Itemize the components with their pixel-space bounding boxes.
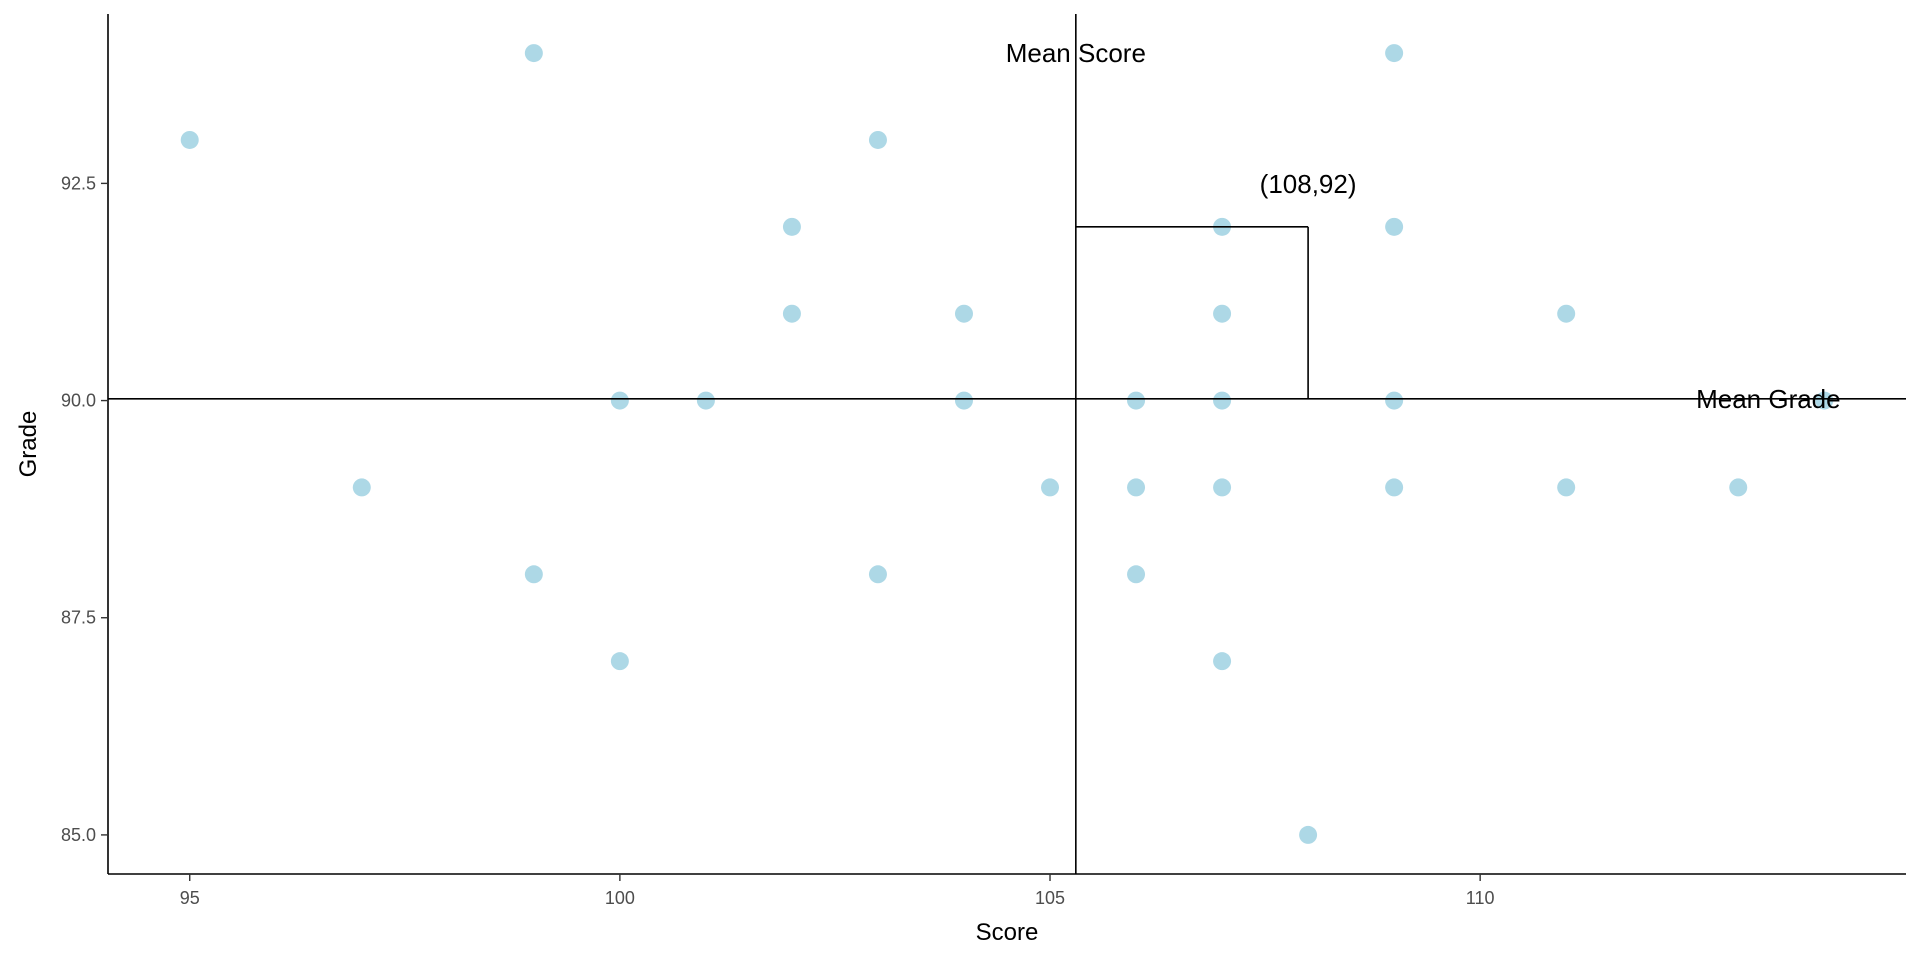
y-tick-label-3: 92.5 [61,173,96,193]
data-point-12 [954,391,973,410]
x-tick-label-2: 105 [1035,888,1065,908]
marks-layer [180,44,1834,844]
data-point-22 [1299,825,1318,844]
data-point-28 [1557,478,1576,497]
y-tick-label-0: 85.0 [61,825,96,845]
reference-lines [108,14,1906,874]
x-tick-label-1: 100 [605,888,635,908]
data-point-24 [1385,217,1404,236]
axes: 95 100 105 110 85.0 87.5 90.0 92.5 [61,14,1906,908]
data-point-13 [1041,478,1060,497]
data-point-2 [524,44,543,63]
data-point-18 [1213,304,1232,323]
data-point-7 [782,217,801,236]
data-point-21 [1213,652,1232,671]
data-point-11 [954,304,973,323]
data-point-9 [868,130,887,149]
data-point-23 [1385,44,1404,63]
data-point-30 [1815,391,1834,410]
x-tick-label-0: 95 [180,888,200,908]
data-point-10 [868,565,887,584]
mean-grade-label: Mean Grade [1696,384,1841,414]
data-point-19 [1213,391,1232,410]
data-point-4 [610,391,629,410]
y-tick-label-2: 90.0 [61,391,96,411]
y-tick-label-1: 87.5 [61,608,96,628]
data-point-3 [524,565,543,584]
data-point-26 [1385,478,1404,497]
data-point-0 [180,130,199,149]
highlight-point-label: (108,92) [1260,169,1357,199]
data-point-8 [782,304,801,323]
data-point-20 [1213,478,1232,497]
data-point-5 [610,652,629,671]
mean-score-label: Mean Score [1006,38,1146,68]
data-point-1 [352,478,371,497]
data-point-27 [1557,304,1576,323]
x-tick-label-3: 110 [1466,888,1495,908]
data-point-25 [1385,391,1404,410]
data-point-29 [1729,478,1748,497]
y-axis-title: Grade [15,411,42,478]
x-axis-title: Score [976,919,1039,946]
data-point-16 [1127,565,1146,584]
data-point-15 [1127,478,1146,497]
data-point-14 [1127,391,1146,410]
data-point-6 [696,391,715,410]
